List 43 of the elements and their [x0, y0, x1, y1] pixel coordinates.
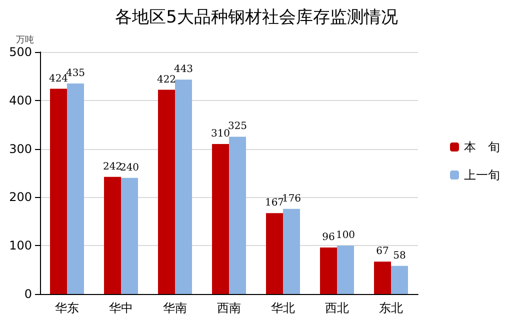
bar	[283, 208, 300, 294]
x-tick-label: 西北	[325, 301, 349, 315]
bar	[158, 90, 175, 294]
x-tick-label: 华中	[109, 301, 133, 315]
bar	[337, 246, 354, 294]
x-tick-label: 华南	[163, 301, 187, 315]
bar	[67, 83, 84, 294]
data-label: 422	[156, 74, 176, 86]
bar	[229, 136, 246, 294]
bar	[121, 178, 138, 294]
y-axis-title: 万吨	[16, 34, 34, 46]
bar	[391, 266, 408, 294]
bar	[212, 144, 229, 294]
data-label: 443	[174, 64, 194, 76]
bar	[175, 80, 192, 294]
bar	[320, 248, 337, 294]
legend-label: 上一旬	[464, 168, 500, 182]
data-label: 310	[210, 128, 230, 140]
y-tick-label: 400	[9, 93, 32, 108]
legend-label: 本 旬	[464, 140, 500, 154]
y-tick-label: 200	[9, 190, 32, 204]
y-tick-label: 0	[24, 287, 32, 301]
x-tick-label: 西南	[217, 301, 241, 315]
data-label: 424	[48, 73, 68, 84]
data-label: 435	[66, 68, 86, 79]
data-label: 96	[322, 232, 335, 244]
bar	[50, 88, 67, 294]
data-label: 58	[393, 250, 406, 262]
data-label: 176	[282, 193, 302, 204]
x-tick-label: 东北	[379, 301, 403, 315]
data-label: 167	[264, 198, 284, 209]
bar	[266, 213, 283, 294]
y-tick-label: 300	[9, 142, 32, 156]
x-tick-label: 华东	[55, 301, 79, 315]
data-label: 240	[120, 162, 140, 174]
y-tick-label: 500	[9, 45, 32, 59]
chart-title: 各地区5大品种钢材社会库存监测情况	[115, 8, 398, 28]
data-label: 100	[336, 230, 356, 242]
y-tick-label: 100	[9, 238, 32, 253]
bar	[374, 262, 391, 294]
bar	[104, 176, 121, 294]
data-label: 67	[376, 246, 389, 258]
x-tick-label: 华北	[271, 301, 295, 315]
